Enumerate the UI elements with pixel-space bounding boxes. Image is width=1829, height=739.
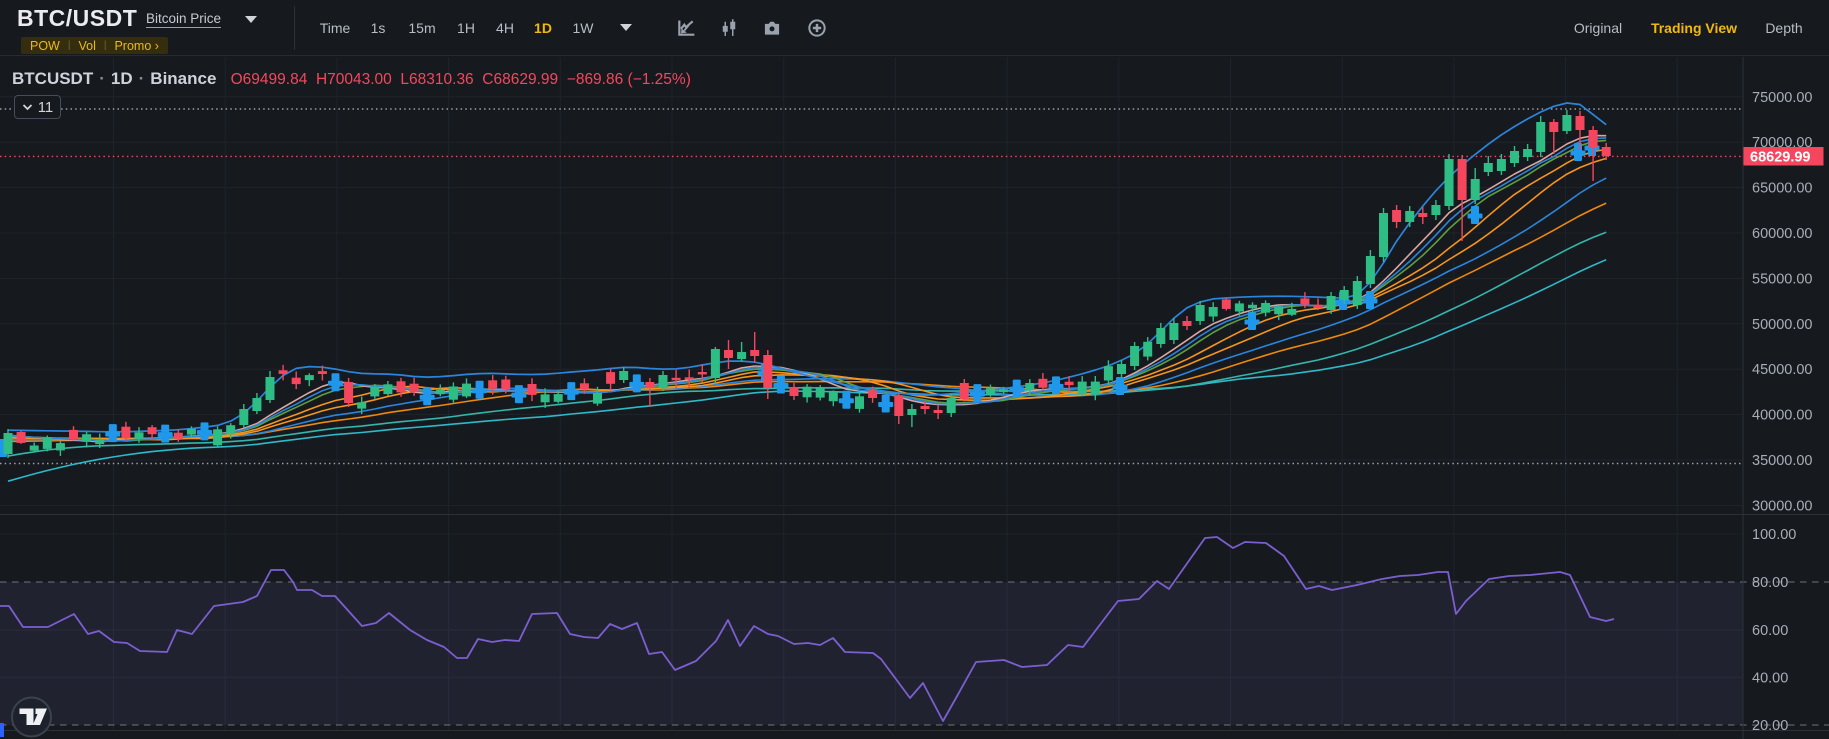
svg-text:68629.99: 68629.99 — [1750, 150, 1810, 166]
svg-text:50000.00: 50000.00 — [1752, 317, 1812, 333]
svg-text:60.00: 60.00 — [1752, 623, 1788, 639]
svg-text:55000.00: 55000.00 — [1752, 271, 1812, 287]
svg-text:20.00: 20.00 — [1752, 718, 1788, 734]
svg-text:100.00: 100.00 — [1752, 527, 1796, 543]
svg-text:80.00: 80.00 — [1752, 575, 1788, 591]
svg-text:40.00: 40.00 — [1752, 670, 1788, 686]
svg-text:65000.00: 65000.00 — [1752, 181, 1812, 197]
svg-text:35000.00: 35000.00 — [1752, 453, 1812, 469]
svg-text:60000.00: 60000.00 — [1752, 226, 1812, 242]
svg-text:75000.00: 75000.00 — [1752, 90, 1812, 106]
svg-text:45000.00: 45000.00 — [1752, 362, 1812, 378]
svg-text:40000.00: 40000.00 — [1752, 408, 1812, 424]
svg-text:30000.00: 30000.00 — [1752, 498, 1812, 514]
